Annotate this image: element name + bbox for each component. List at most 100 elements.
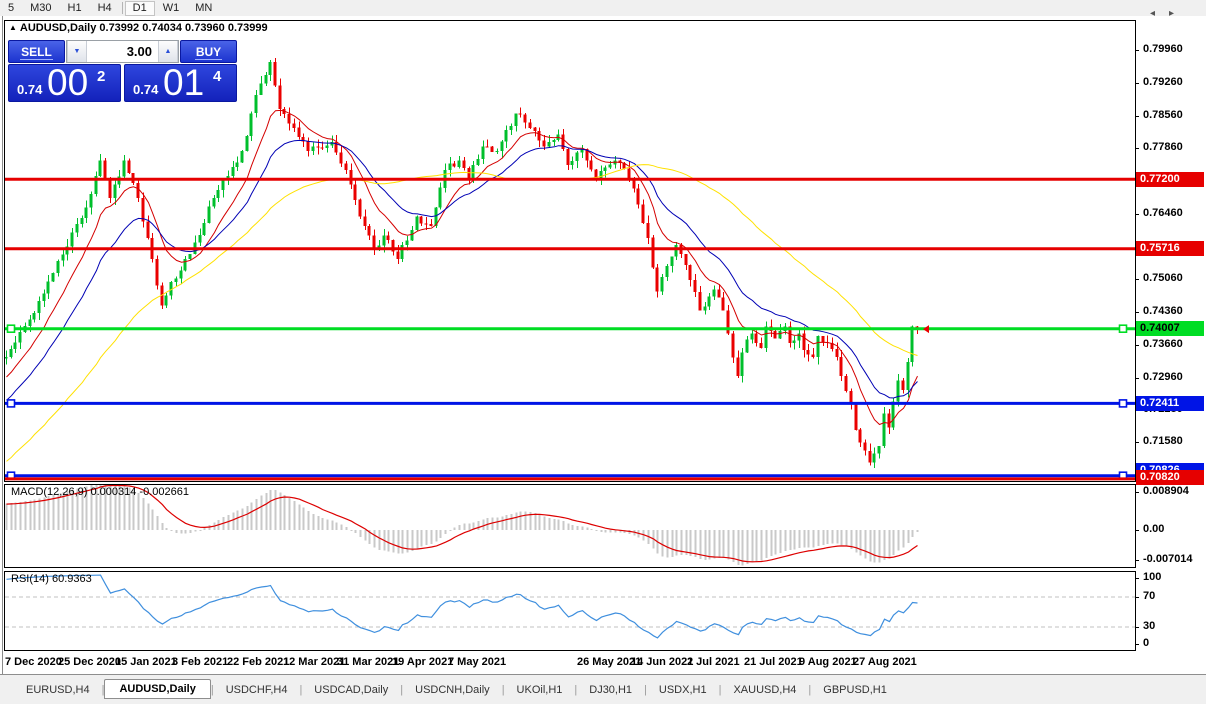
price-line-badge: 0.74007 — [1136, 321, 1204, 337]
window-frame-edge — [0, 16, 3, 674]
date-label: 25 Dec 2020 — [58, 656, 121, 668]
tab-separator: | — [644, 683, 647, 696]
one-click-trading-panel: SELL ▼ 3.00 ▲ BUY 0.74 00 2 0.74 01 4 — [8, 40, 237, 103]
chart-tab-bar: EURUSD,H4 | AUDUSD,Daily | USDCHF,H4 | USDCAD,… — [0, 674, 1206, 704]
date-label: 7 Dec 2020 — [5, 656, 62, 668]
tab-separator: | — [400, 683, 404, 696]
date-label: 9 Aug 2021 — [799, 656, 857, 668]
axis-tick-mark — [1135, 82, 1139, 84]
timeframe-H1[interactable]: H1 — [67, 1, 82, 14]
tab-separator: | — [101, 683, 105, 696]
chart-tab-xauusd-h4[interactable]: XAUUSD,H4 — [733, 683, 797, 696]
axis-tick-mark — [1135, 50, 1139, 51]
axis-tick-mark — [1135, 530, 1139, 531]
sell-price-sup: 2 — [97, 68, 106, 85]
price-tick-label: 0.73660 — [1143, 337, 1183, 350]
tab-scroll-left-icon[interactable]: ◂ — [1149, 8, 1169, 19]
price-tick-label: 0.76460 — [1143, 206, 1183, 219]
date-label: 27 Aug 2021 — [853, 656, 917, 668]
axis-tick-mark — [1135, 491, 1139, 493]
axis-tick-mark — [1135, 627, 1139, 628]
tab-separator: | — [808, 683, 812, 696]
timeframe-W1[interactable]: W1 — [162, 1, 180, 14]
chevron-down-icon: ▼ — [73, 48, 81, 55]
chart-tab-ukoil-h1[interactable]: UKOil,H1 — [516, 683, 563, 696]
price-tick-label: 0.79960 — [1143, 43, 1183, 55]
macd-tick-label: 0.00 — [1143, 523, 1165, 535]
timeframe-D1[interactable]: D1 — [124, 0, 155, 16]
price-tick-label: 0.79260 — [1143, 75, 1183, 88]
axis-tick-mark — [1135, 312, 1139, 314]
rsi-pane[interactable]: RSI(14) 60.9363 — [4, 571, 1136, 651]
axis-tick-mark — [1135, 559, 1139, 561]
sell-price-display[interactable]: 0.74 00 2 — [8, 62, 121, 103]
date-label: 31 Mar 2021 — [337, 656, 400, 668]
price-line-badge: 0.75716 — [1136, 241, 1204, 257]
chart-title: ▲ AUDUSD,Daily 0.73992 0.74034 0.73960 0.… — [9, 22, 268, 34]
chart-tab-eurusd-h4[interactable]: EURUSD,H4 — [26, 683, 90, 696]
date-label: 26 May 2021 — [577, 656, 642, 668]
tab-separator: | — [210, 683, 214, 696]
volume-decrease-button[interactable]: ▼ — [67, 41, 87, 62]
price-line-badge: 0.70820 — [1136, 470, 1204, 486]
chart-tab-usdcad-daily[interactable]: USDCAD,Daily — [314, 683, 389, 696]
price-tick-label: 0.72960 — [1143, 370, 1183, 383]
rsi-tick-label: 0 — [1143, 637, 1150, 649]
chart-tab-dj30-h1[interactable]: DJ30,H1 — [589, 683, 633, 696]
date-label: 22 Feb 2021 — [227, 656, 290, 668]
symbol-period-label: AUDUSD,Daily — [19, 22, 97, 34]
macd-chart[interactable] — [5, 485, 1135, 567]
rsi-tick-label: 70 — [1143, 590, 1156, 602]
chart-tab-audusd-daily[interactable]: AUDUSD,Daily — [104, 678, 211, 699]
tab-separator: | — [501, 683, 505, 696]
buy-button[interactable]: BUY — [180, 40, 237, 63]
macd-label: MACD(12,26,9) 0.000314 -0.002661 — [11, 486, 189, 498]
chart-tab-usdcnh-daily[interactable]: USDCNH,Daily — [415, 683, 490, 696]
date-label: 3 Feb 2021 — [172, 656, 229, 668]
axis-tick-mark — [1135, 597, 1139, 598]
tab-scroll-right-icon[interactable]: ▸ — [1168, 8, 1188, 19]
chart-tab-gbpusd-h1[interactable]: GBPUSD,H1 — [823, 683, 887, 696]
sell-price-big: 00 — [47, 62, 89, 103]
candlestick-chart[interactable] — [5, 21, 1135, 481]
price-line-badge: 0.77200 — [1136, 171, 1204, 187]
price-tick-label: 0.77860 — [1143, 141, 1183, 154]
volume-input[interactable]: 3.00 — [126, 44, 152, 59]
sell-button[interactable]: SELL — [8, 40, 65, 63]
macd-tick-label: -0.007014 — [1143, 552, 1193, 565]
timeframe-H4[interactable]: H4 — [97, 1, 112, 14]
rsi-label: RSI(14) 60.9363 — [11, 573, 92, 585]
tab-separator: | — [299, 683, 303, 696]
price-tick-label: 0.78560 — [1143, 108, 1183, 121]
macd-pane[interactable]: MACD(12,26,9) 0.000314 -0.002661 — [4, 484, 1136, 568]
timeframe-5[interactable]: 5 — [8, 1, 15, 14]
chart-tab-usdx-h1[interactable]: USDX,H1 — [658, 683, 707, 696]
date-label: 21 Jul 2021 — [744, 656, 803, 668]
macd-tick-label: 0.008904 — [1143, 484, 1189, 497]
axis-tick-mark — [1135, 578, 1139, 579]
price-line-badge: 0.72411 — [1136, 395, 1204, 411]
timeframe-M30[interactable]: M30 — [30, 1, 52, 14]
tab-separator: | — [718, 683, 722, 696]
date-label: 14 Jun 2021 — [631, 656, 694, 668]
buy-price-display[interactable]: 0.74 01 4 — [124, 62, 237, 103]
volume-spinner: ▼ 3.00 ▲ — [66, 40, 179, 63]
chevron-up-icon: ▲ — [164, 48, 172, 55]
price-tick-label: 0.71580 — [1143, 435, 1183, 448]
date-label: 2 Jul 2021 — [687, 656, 740, 668]
tab-scroll-arrows: ◂▸ — [1150, 8, 1188, 19]
sell-button-label: SELL — [20, 44, 53, 60]
toolbar-separator — [121, 2, 123, 14]
volume-increase-button[interactable]: ▲ — [158, 41, 178, 62]
price-tick-label: 0.74360 — [1143, 305, 1183, 318]
price-tick-label: 0.75060 — [1143, 272, 1183, 285]
rsi-chart[interactable] — [5, 572, 1135, 650]
collapse-icon[interactable]: ▲ — [9, 23, 17, 32]
rsi-tick-label: 30 — [1143, 620, 1156, 632]
timeframe-MN[interactable]: MN — [195, 1, 213, 14]
chart-window: ▲ AUDUSD,Daily 0.73992 0.74034 0.73960 0.… — [0, 16, 1206, 674]
axis-tick-mark — [1135, 644, 1139, 645]
date-label: 15 Jan 2021 — [115, 656, 177, 668]
chart-tab-usdchf-h4[interactable]: USDCHF,H4 — [225, 683, 288, 696]
